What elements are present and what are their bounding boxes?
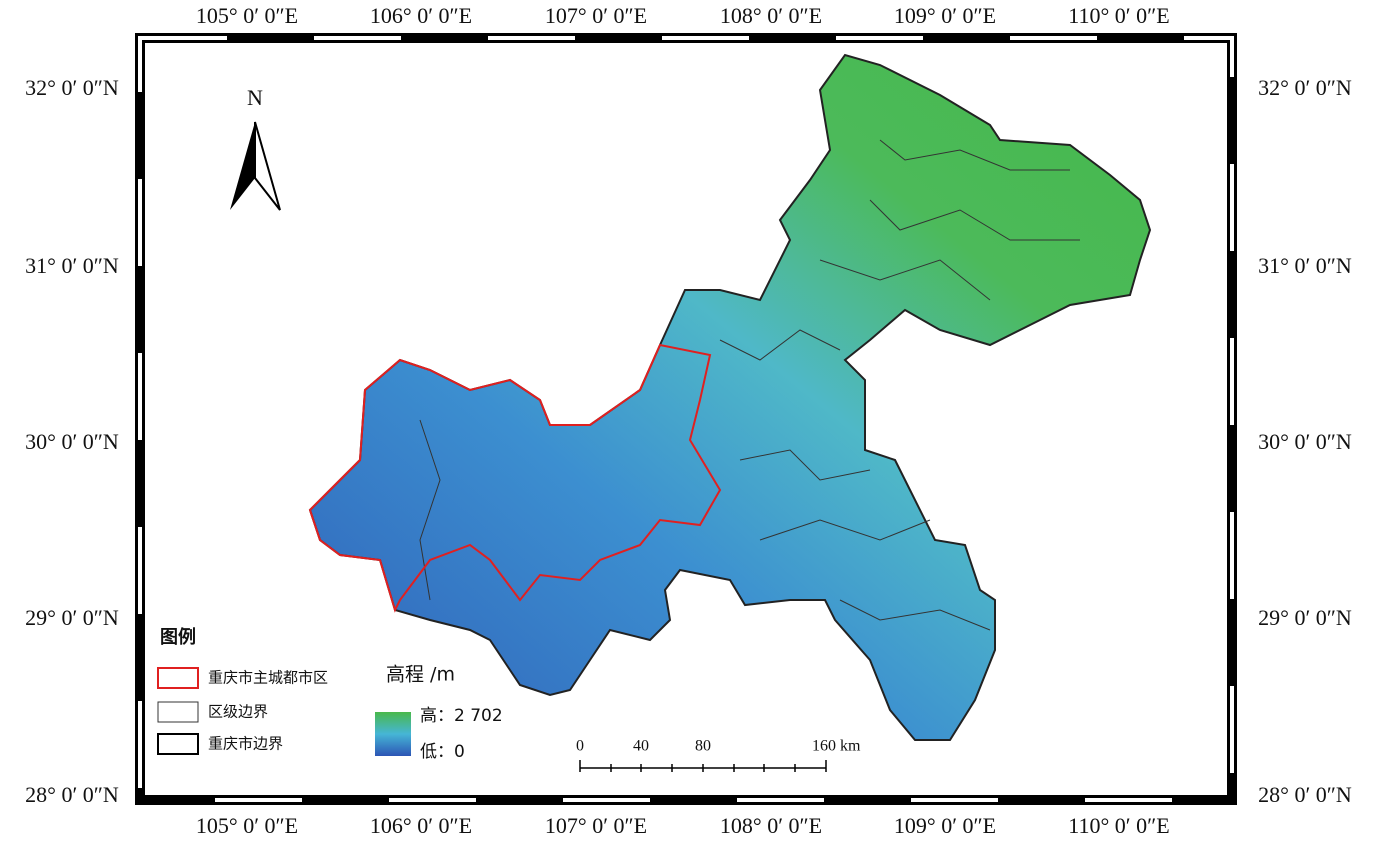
longitude-label: 109° 0′ 0″E <box>894 3 996 28</box>
scale-labels: 0 40 80 160 km <box>576 738 861 755</box>
scale-label: 40 <box>633 738 649 755</box>
elevation-high: 高：2 702 <box>420 706 503 726</box>
latitude-label: 28° 0′ 0″N <box>1258 782 1352 807</box>
longitude-label: 110° 0′ 0″E <box>1068 813 1169 838</box>
latitude-label: 30° 0′ 0″N <box>1258 429 1352 454</box>
north-label: N <box>247 85 263 110</box>
latitude-label: 28° 0′ 0″N <box>25 782 119 807</box>
longitude-label: 110° 0′ 0″E <box>1068 3 1169 28</box>
latitude-label: 29° 0′ 0″N <box>25 605 119 630</box>
elevation-low: 低：0 <box>420 742 465 762</box>
district-boundaries <box>419 139 1080 631</box>
longitude-label: 107° 0′ 0″E <box>545 813 647 838</box>
scale-label: 0 <box>576 738 584 755</box>
longitude-label: 105° 0′ 0″E <box>196 813 298 838</box>
latitude-label: 29° 0′ 0″N <box>1258 605 1352 630</box>
latitude-label: 31° 0′ 0″N <box>1258 253 1352 278</box>
elevation-legend: 高程 /m 高：2 702 低：0 <box>375 664 503 762</box>
latitude-label: 30° 0′ 0″N <box>25 429 119 454</box>
latitude-label: 31° 0′ 0″N <box>25 253 119 278</box>
chongqing-region <box>308 53 1152 741</box>
longitude-label: 108° 0′ 0″E <box>720 3 822 28</box>
longitude-label: 109° 0′ 0″E <box>894 813 996 838</box>
map-frame <box>135 33 1237 805</box>
legend: 图例 重庆市主城都市区 区级边界 重庆市边界 <box>157 626 328 755</box>
legend-item: 区级边界 <box>208 703 268 721</box>
latitude-labels-left: 32° 0′ 0″N 31° 0′ 0″N 30° 0′ 0″N 29° 0′ … <box>25 75 119 807</box>
scale-bar <box>579 760 827 772</box>
longitude-label: 106° 0′ 0″E <box>370 813 472 838</box>
elevation-title: 高程 /m <box>386 664 455 686</box>
longitude-label: 105° 0′ 0″E <box>196 3 298 28</box>
longitude-label: 107° 0′ 0″E <box>545 3 647 28</box>
scale-label: 160 km <box>812 738 861 755</box>
north-arrow: N <box>230 85 281 211</box>
latitude-labels-right: 32° 0′ 0″N 31° 0′ 0″N 30° 0′ 0″N 29° 0′ … <box>1258 75 1352 807</box>
longitude-label: 108° 0′ 0″E <box>720 813 822 838</box>
longitude-labels-top: 105° 0′ 0″E 106° 0′ 0″E 107° 0′ 0″E 108°… <box>196 3 1170 28</box>
scale-label: 80 <box>695 738 711 755</box>
longitude-labels-bottom: 105° 0′ 0″E 106° 0′ 0″E 107° 0′ 0″E 108°… <box>196 813 1170 838</box>
latitude-label: 32° 0′ 0″N <box>25 75 119 100</box>
legend-item: 重庆市主城都市区 <box>208 669 328 687</box>
main-urban-boundary <box>308 343 722 613</box>
legend-item: 重庆市边界 <box>208 735 283 753</box>
legend-title: 图例 <box>160 626 196 648</box>
latitude-label: 32° 0′ 0″N <box>1258 75 1352 100</box>
longitude-label: 106° 0′ 0″E <box>370 3 472 28</box>
